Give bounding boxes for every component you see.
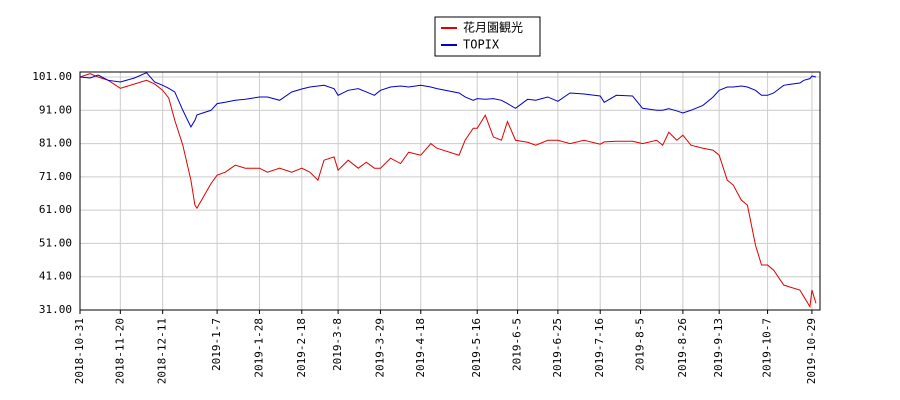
x-tick-label: 2019-7-16: [593, 318, 606, 378]
legend-label: TOPIX: [463, 38, 500, 52]
y-tick-label: 101.00: [32, 70, 72, 83]
y-tick-label: 81.00: [39, 137, 72, 150]
x-tick-label: 2019-6-5: [511, 318, 524, 371]
series-line: [79, 73, 817, 309]
legend-box: [434, 16, 541, 57]
x-tick-label: 2019-5-16: [470, 318, 483, 378]
x-tick-label: 2019-10-29: [805, 318, 818, 384]
x-tick-label: 2019-8-5: [634, 318, 647, 371]
y-tick-label: 61.00: [39, 203, 72, 216]
x-tick-label: 2019-6-25: [551, 318, 564, 378]
y-tick-label: 51.00: [39, 236, 72, 249]
y-tick-label: 31.00: [39, 303, 72, 316]
x-tick-label: 2018-12-11: [156, 318, 169, 384]
legend-label: 花月園観光: [463, 20, 523, 35]
x-tick-label: 2019-10-7: [761, 318, 774, 378]
x-tick-label: 2019-9-13: [712, 318, 725, 378]
x-tick-label: 2018-11-20: [113, 318, 126, 384]
y-tick-label: 41.00: [39, 270, 72, 283]
x-tick-label: 2019-1-7: [210, 318, 223, 371]
x-tick-label: 2018-10-31: [73, 318, 86, 384]
series-line: [79, 72, 817, 128]
x-tick-label: 2019-1-28: [252, 318, 265, 378]
x-tick-label: 2019-2-18: [295, 318, 308, 378]
x-tick-label: 2019-3-29: [373, 318, 386, 378]
y-tick-label: 91.00: [39, 103, 72, 116]
x-tick-label: 2019-4-18: [414, 318, 427, 378]
x-tick-label: 2019-3-8: [331, 318, 344, 371]
x-tick-label: 2019-8-26: [676, 318, 689, 378]
plot-frame: [79, 71, 821, 311]
plot-area: [80, 72, 820, 310]
y-tick-label: 71.00: [39, 170, 72, 183]
